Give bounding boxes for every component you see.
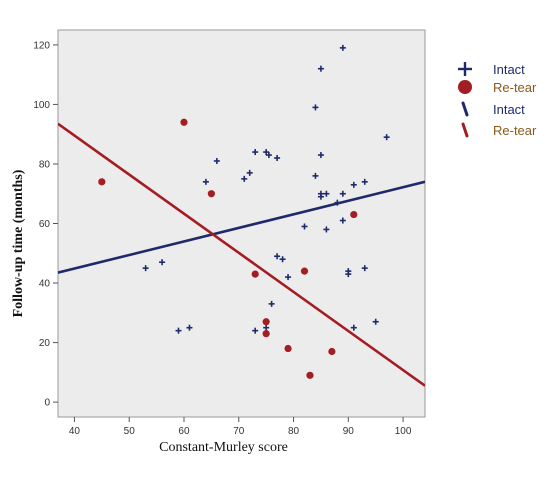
intact-point xyxy=(265,152,272,159)
plus-marker-icon xyxy=(458,62,472,76)
circle-marker-icon xyxy=(458,80,472,94)
intact-point xyxy=(213,157,220,164)
intact-point xyxy=(241,175,248,182)
intact-point xyxy=(252,149,259,156)
intact-point xyxy=(350,181,357,188)
legend-item-re-tear-line: Re-tear xyxy=(461,122,537,138)
fit-lines xyxy=(58,122,425,387)
x-tick-label: 70 xyxy=(233,426,245,437)
retear-point xyxy=(300,267,309,275)
legend-label: Intact xyxy=(493,62,525,77)
intact-point xyxy=(274,155,281,162)
y-tick-label: 100 xyxy=(33,100,50,111)
intact-point xyxy=(159,259,166,266)
x-axis-ticks: 40 50 60 70 80 90 100 xyxy=(69,417,412,437)
retear-point xyxy=(98,178,106,186)
x-tick-label: 60 xyxy=(178,426,190,437)
intact-point xyxy=(301,223,308,230)
intact-point xyxy=(372,318,379,325)
intact-point xyxy=(317,152,324,159)
legend: Intact Re-tear Intact Re-tear xyxy=(458,62,537,138)
retear-point xyxy=(207,190,215,198)
intact-point xyxy=(361,178,368,185)
intact-point xyxy=(323,190,330,197)
fit-line-re-tear xyxy=(58,122,425,387)
intact-point xyxy=(263,324,270,331)
legend-item-re-tear-circle: Re-tear xyxy=(458,80,537,95)
intact-point xyxy=(317,65,324,72)
legend-item-intact-line: Intact xyxy=(461,101,525,117)
y-tick-label: 40 xyxy=(39,279,51,290)
x-tick-label: 80 xyxy=(288,426,300,437)
y-axis-ticks: 0 20 40 60 80 100 120 xyxy=(33,40,58,409)
y-tick-label: 120 xyxy=(33,40,50,51)
x-axis-label: Constant-Murley score xyxy=(159,440,288,455)
intact-point xyxy=(246,169,253,176)
plot-area xyxy=(57,29,426,418)
legend-label: Re-tear xyxy=(493,80,537,95)
legend-item-intact-plus: Intact xyxy=(458,62,525,77)
retear-point xyxy=(180,118,188,126)
x-tick-label: 100 xyxy=(395,426,412,437)
line-marker-icon xyxy=(461,122,469,138)
intact-point xyxy=(252,327,259,334)
intact-point xyxy=(361,265,368,272)
y-tick-label: 60 xyxy=(39,219,51,230)
intact-point xyxy=(317,190,324,197)
intact-point xyxy=(334,199,341,206)
x-tick-label: 40 xyxy=(69,426,81,437)
intact-point xyxy=(202,178,209,185)
intact-point xyxy=(279,256,286,263)
intact-point xyxy=(339,190,346,197)
intact-point xyxy=(285,274,292,281)
line-marker-icon xyxy=(461,101,469,117)
retear-point xyxy=(306,371,314,379)
x-tick-label: 90 xyxy=(343,426,355,437)
retear-point xyxy=(251,270,259,278)
intact-point xyxy=(339,217,346,224)
retear-point xyxy=(284,344,292,353)
legend-label: Intact xyxy=(493,102,525,117)
intact-point xyxy=(312,172,319,179)
legend-label: Re-tear xyxy=(493,123,537,138)
intact-point xyxy=(268,300,275,307)
intact-point xyxy=(323,226,330,233)
y-axis-label: Follow-up time (months) xyxy=(11,169,26,317)
intact-point xyxy=(383,134,390,141)
data-points xyxy=(98,44,390,379)
x-tick-label: 50 xyxy=(124,426,136,437)
y-tick-label: 20 xyxy=(39,338,51,349)
retear-point xyxy=(262,330,270,338)
intact-point xyxy=(142,265,149,272)
intact-point xyxy=(274,253,281,260)
y-tick-label: 0 xyxy=(44,398,50,409)
intact-point xyxy=(339,44,346,51)
intact-point xyxy=(312,104,319,111)
fit-line-intact xyxy=(58,180,425,274)
y-tick-label: 80 xyxy=(39,159,51,170)
intact-point xyxy=(350,324,357,331)
retear-point xyxy=(328,347,336,356)
intact-point xyxy=(345,271,352,278)
intact-point xyxy=(175,327,182,334)
retear-point xyxy=(350,210,358,219)
intact-point xyxy=(186,324,193,331)
retear-point xyxy=(262,318,270,326)
